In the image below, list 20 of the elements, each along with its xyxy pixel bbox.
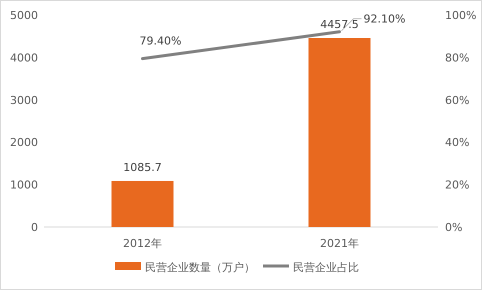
y-tick-label: 2000 — [10, 136, 38, 150]
y2-tick-label: 0% — [445, 221, 462, 234]
legend-label: 民营企业数量（万户） — [145, 261, 255, 274]
x-tick-label: 2021年 — [320, 237, 359, 250]
y-tick-label: 5000 — [10, 9, 38, 22]
legend-label: 民营企业占比 — [293, 261, 359, 274]
data-label: 92.10% — [364, 12, 406, 26]
y-tick-label: 1000 — [10, 178, 38, 192]
y-tick-label: 3000 — [10, 94, 38, 107]
y2-tick-label: 100% — [445, 9, 476, 22]
data-label: 79.40% — [140, 34, 182, 48]
y2-tick-label: 40% — [445, 136, 470, 150]
y-tick-label: 4000 — [10, 51, 38, 64]
y-tick-label: 0 — [31, 221, 38, 234]
y2-tick-label: 60% — [445, 94, 470, 107]
data-label: 4457.5 — [320, 18, 359, 31]
data-label: 1085.7 — [123, 160, 162, 174]
y2-tick-label: 20% — [445, 178, 470, 192]
y2-tick-label: 80% — [445, 51, 470, 64]
x-tick-label: 2012年 — [123, 237, 162, 250]
